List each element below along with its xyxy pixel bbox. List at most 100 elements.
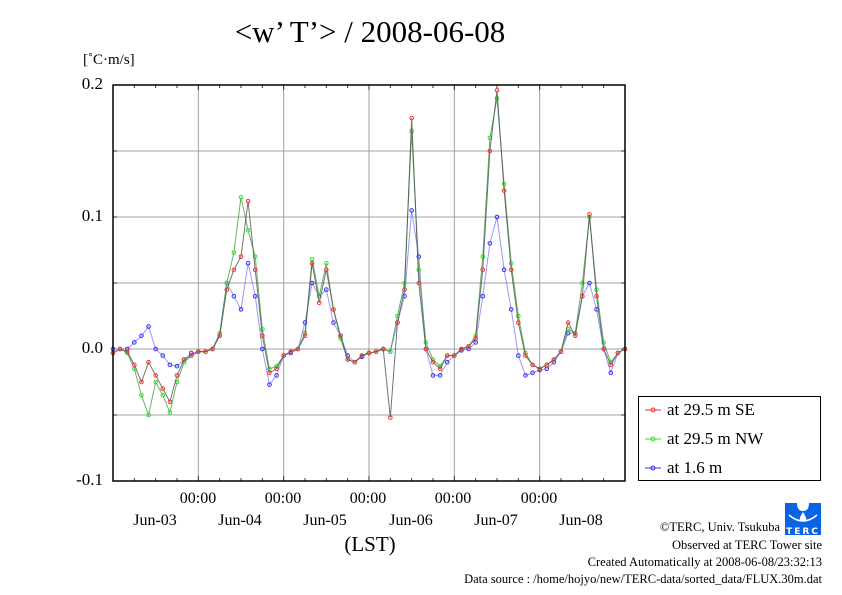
data-point bbox=[487, 241, 493, 246]
legend-label: at 1.6 m bbox=[667, 458, 723, 477]
data-point bbox=[423, 346, 429, 352]
data-source-text: Data source : /home/hojyo/new/TERC-data/… bbox=[464, 572, 822, 586]
data-point bbox=[580, 280, 585, 286]
data-point bbox=[302, 320, 308, 325]
data-point bbox=[494, 87, 500, 93]
data-point bbox=[160, 392, 166, 398]
data-point bbox=[324, 260, 329, 266]
data-point bbox=[366, 350, 372, 356]
data-point bbox=[238, 194, 244, 200]
legend-marker-blue bbox=[645, 465, 661, 471]
legend: at 29.5 m SE at 29.5 m NW at 1.6 m bbox=[638, 396, 821, 481]
data-point bbox=[217, 333, 222, 339]
data-point bbox=[416, 254, 422, 259]
data-point bbox=[188, 350, 194, 356]
data-point bbox=[565, 320, 571, 325]
series-line-0 bbox=[112, 90, 626, 418]
data-point bbox=[587, 212, 592, 217]
legend-entry-se: at 29.5 m SE bbox=[645, 400, 755, 420]
x-tick-day-label: Jun-07 bbox=[474, 512, 518, 529]
data-point bbox=[452, 353, 457, 358]
data-point bbox=[430, 359, 436, 365]
data-point bbox=[437, 373, 443, 378]
data-point bbox=[324, 267, 329, 273]
data-point bbox=[444, 359, 450, 365]
data-point bbox=[466, 344, 471, 349]
data-point bbox=[132, 340, 137, 345]
data-point bbox=[331, 320, 336, 325]
data-point bbox=[238, 307, 244, 312]
data-point bbox=[551, 357, 557, 362]
data-point bbox=[231, 267, 237, 273]
data-point bbox=[181, 357, 187, 362]
observed-text: Observed at TERC Tower site bbox=[671, 538, 822, 552]
data-point bbox=[267, 370, 272, 376]
data-point bbox=[572, 333, 578, 339]
x-tick-day-label: Jun-04 bbox=[218, 512, 262, 529]
data-point bbox=[388, 415, 393, 420]
data-point bbox=[245, 198, 251, 204]
data-point bbox=[210, 346, 215, 352]
data-point bbox=[508, 267, 514, 273]
data-point bbox=[501, 267, 507, 273]
data-point bbox=[139, 333, 144, 339]
data-point bbox=[594, 293, 599, 299]
data-point bbox=[267, 382, 272, 387]
x-tick-day-label: Jun-03 bbox=[133, 512, 177, 529]
data-point bbox=[309, 260, 315, 266]
data-point bbox=[167, 362, 173, 368]
y-axis-unit-label: [˚C·m/s] bbox=[83, 52, 135, 68]
chart-title: <w’ T’> / 2008-06-08 bbox=[234, 14, 506, 49]
terc-logo: TERC bbox=[785, 503, 821, 535]
data-point bbox=[167, 410, 173, 415]
data-point bbox=[153, 373, 158, 378]
data-point bbox=[203, 349, 208, 354]
data-point bbox=[331, 307, 336, 312]
data-point bbox=[260, 326, 265, 332]
data-point bbox=[231, 293, 237, 299]
data-point bbox=[501, 188, 507, 193]
data-point bbox=[174, 373, 180, 378]
data-point bbox=[167, 399, 173, 405]
data-point bbox=[345, 357, 350, 362]
data-point bbox=[316, 300, 322, 306]
data-point bbox=[537, 366, 542, 372]
copyright-text: ©TERC, Univ. Tsukuba bbox=[659, 520, 780, 534]
data-point bbox=[373, 349, 379, 354]
svg-text:TERC: TERC bbox=[786, 527, 820, 535]
x-axis-label: (LST) bbox=[344, 532, 396, 556]
data-point bbox=[516, 320, 521, 325]
data-point bbox=[274, 373, 279, 378]
data-point bbox=[601, 346, 606, 352]
x-tick-day-label: Jun-08 bbox=[559, 512, 603, 529]
data-point bbox=[160, 386, 166, 391]
data-point bbox=[480, 254, 486, 259]
data-point bbox=[473, 336, 478, 341]
data-point bbox=[224, 287, 230, 292]
data-point bbox=[430, 373, 436, 378]
data-point bbox=[551, 359, 557, 365]
y-tick-label: -0.1 bbox=[76, 470, 103, 489]
data-point bbox=[423, 340, 429, 345]
y-tick-label: 0.2 bbox=[81, 74, 103, 93]
x-tick-day-label: Jun-05 bbox=[303, 512, 347, 529]
data-point bbox=[558, 349, 564, 354]
data-point bbox=[146, 412, 151, 418]
data-point bbox=[224, 280, 230, 286]
data-point bbox=[444, 353, 450, 358]
data-point bbox=[146, 359, 151, 365]
data-point bbox=[302, 333, 308, 339]
data-point bbox=[615, 350, 621, 356]
data-point bbox=[117, 346, 123, 352]
data-point bbox=[608, 370, 614, 376]
data-point bbox=[508, 307, 514, 312]
data-point bbox=[281, 353, 286, 358]
legend-marker-red bbox=[645, 407, 661, 413]
data-point bbox=[160, 353, 166, 358]
data-point bbox=[395, 320, 400, 325]
x-tick-time-label: 00:00 bbox=[520, 490, 558, 507]
x-tick-day-label: Jun-06 bbox=[389, 512, 433, 529]
data-point bbox=[174, 363, 180, 369]
data-point bbox=[260, 346, 265, 352]
